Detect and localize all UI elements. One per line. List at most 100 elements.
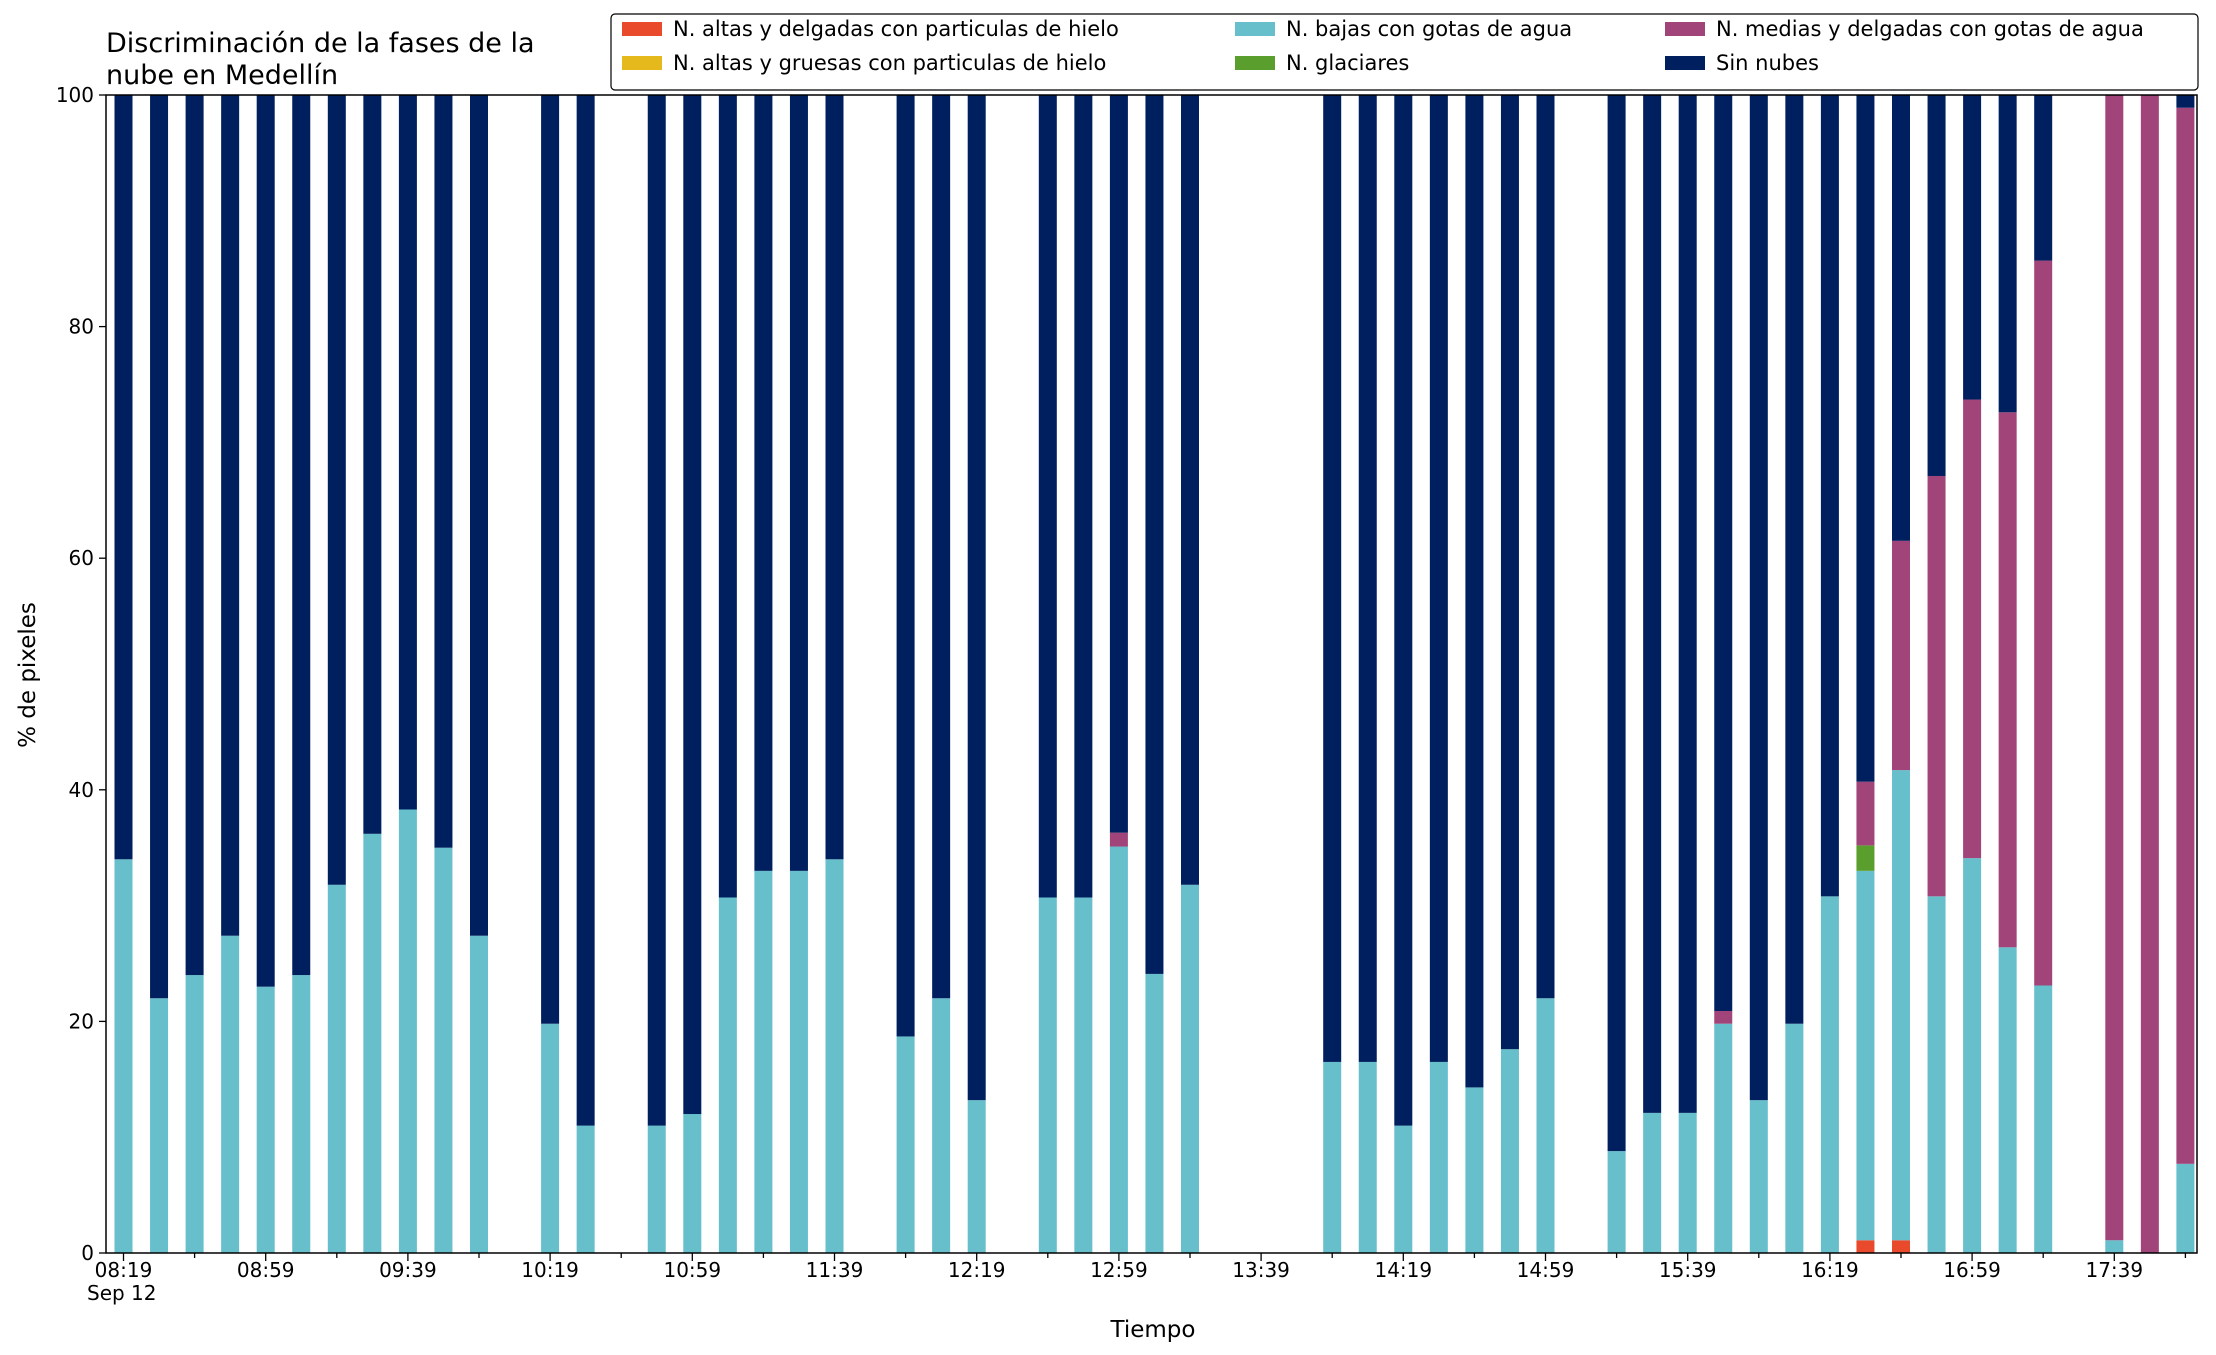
- bar-segment-41-0: [1856, 1240, 1875, 1253]
- bar-segment-35-5: [1643, 95, 1662, 1113]
- bar-segment-19-2: [896, 1036, 915, 1253]
- bar-segment-21-5: [967, 95, 986, 1101]
- bar-segment-24-2: [1109, 846, 1128, 1253]
- legend-label: N. glaciares: [1286, 51, 1409, 75]
- legend-swatch: [1665, 56, 1705, 70]
- bar-segment-30-5: [1429, 95, 1448, 1062]
- bar-segment-19-5: [896, 95, 915, 1037]
- legend-swatch: [1665, 22, 1705, 36]
- bar-segment-29-2: [1394, 1125, 1413, 1253]
- bar-segment-37-4: [1714, 1010, 1733, 1024]
- bar-segment-23-2: [1074, 897, 1093, 1253]
- bar-segment-46-4: [2034, 260, 2053, 986]
- bar-segment-8-2: [398, 809, 417, 1253]
- bar-segment-30-2: [1429, 1061, 1448, 1253]
- bar-segment-10-2: [470, 935, 488, 1253]
- bar-segment-25-2: [1145, 973, 1164, 1253]
- bar-segment-45-5: [1998, 95, 2017, 413]
- bar-segment-39-5: [1785, 95, 1804, 1024]
- bar-segment-46-2: [2034, 985, 2053, 1253]
- bar-segment-42-0: [1892, 1240, 1910, 1253]
- bar-segment-45-2: [1998, 947, 2017, 1253]
- bar-segment-48-4: [2140, 95, 2159, 1253]
- x-tick-label: 16:59: [1943, 1258, 2001, 1282]
- bar-segment-47-4: [2105, 95, 2124, 1241]
- bar-segment-38-2: [1749, 1100, 1768, 1253]
- bar-segment-31-2: [1465, 1087, 1484, 1253]
- bar-segment-5-2: [292, 975, 311, 1253]
- bar-segment-39-2: [1785, 1023, 1804, 1253]
- bar-segment-9-5: [434, 95, 453, 848]
- chart-title-line-2: nube en Medellín: [106, 60, 338, 91]
- bar-segment-28-2: [1358, 1061, 1377, 1253]
- bar-segment-21-2: [967, 1100, 986, 1253]
- bar-segment-44-2: [1963, 858, 1982, 1253]
- x-tick-label: 08:59: [237, 1258, 295, 1282]
- bar-segment-17-5: [789, 95, 808, 871]
- bar-segment-0-2: [114, 859, 133, 1253]
- plot-frame: [105, 94, 2198, 1254]
- legend-label: Sin nubes: [1716, 51, 1819, 75]
- bar-segment-28-5: [1358, 95, 1377, 1062]
- x-tick-label: 09:39: [379, 1258, 437, 1282]
- bar-segment-42-5: [1892, 95, 1910, 541]
- bar-segment-32-2: [1500, 1049, 1519, 1253]
- bar-segment-5-5: [292, 95, 311, 976]
- legend-swatch: [1235, 56, 1275, 70]
- bar-segment-41-3: [1856, 845, 1875, 871]
- bar-segment-37-5: [1714, 95, 1733, 1011]
- bar-segment-11-5: [541, 95, 560, 1024]
- bar-segment-46-5: [2034, 95, 2053, 261]
- bar-segment-41-4: [1856, 781, 1875, 846]
- bar-segment-24-4: [1109, 832, 1128, 847]
- x-axis-date-label: Sep 12: [87, 1281, 157, 1305]
- bar-segment-22-5: [1038, 95, 1057, 898]
- y-axis-ticks: 0 20 40 60 80 100: [56, 83, 106, 1265]
- bar-segment-41-2: [1856, 870, 1875, 1241]
- bar-segment-43-5: [1927, 95, 1946, 476]
- bar-segment-18-2: [825, 859, 844, 1253]
- bar-segment-44-4: [1963, 399, 1982, 859]
- legend-swatch: [1235, 22, 1275, 36]
- bar-segment-20-2: [932, 998, 951, 1253]
- x-tick-label: 13:39: [1232, 1258, 1290, 1282]
- bar-segment-37-2: [1714, 1023, 1733, 1253]
- legend-swatch: [622, 56, 662, 70]
- bar-segment-16-2: [754, 870, 773, 1253]
- bar-segment-12-5: [576, 95, 595, 1126]
- bar-segment-27-5: [1323, 95, 1342, 1062]
- bar-segment-23-5: [1074, 95, 1093, 898]
- bar-segment-6-2: [327, 884, 346, 1253]
- x-tick-label: 11:39: [806, 1258, 864, 1282]
- bar-segment-35-2: [1643, 1112, 1662, 1253]
- bar-segment-14-5: [683, 95, 702, 1115]
- x-tick-label: 12:59: [1090, 1258, 1148, 1282]
- bar-segment-9-2: [434, 847, 453, 1253]
- x-tick-label: 14:19: [1374, 1258, 1432, 1282]
- legend-label: N. medias y delgadas con gotas de agua: [1716, 17, 2144, 41]
- bar-segment-33-2: [1536, 998, 1555, 1253]
- chart-title-line-1: Discriminación de la fases de la: [106, 28, 535, 59]
- chart-title: Discriminación de la fases de la nube en…: [106, 28, 535, 91]
- bar-segment-17-2: [789, 870, 808, 1253]
- bar-segment-1-5: [150, 95, 169, 999]
- bar-segment-40-5: [1820, 95, 1839, 897]
- y-tick-label: 20: [69, 1009, 94, 1033]
- bar-segment-43-2: [1927, 896, 1946, 1253]
- bar-segment-49-5: [2176, 95, 2195, 108]
- bar-segment-40-2: [1820, 896, 1839, 1253]
- bar-segment-16-5: [754, 95, 773, 871]
- bar-segment-33-5: [1536, 95, 1555, 999]
- bar-segment-3-5: [221, 95, 240, 936]
- axes: [105, 94, 2198, 1254]
- bar-segment-32-5: [1500, 95, 1519, 1050]
- bar-segment-12-2: [576, 1125, 595, 1253]
- x-axis-label: Tiempo: [1110, 1317, 1196, 1343]
- bar-segment-24-5: [1109, 95, 1128, 833]
- bar-segment-27-2: [1323, 1061, 1342, 1253]
- bar-segment-29-5: [1394, 95, 1413, 1126]
- bar-segment-0-5: [114, 95, 133, 860]
- bar-segment-20-5: [932, 95, 951, 999]
- bar-segment-2-2: [185, 975, 204, 1253]
- x-tick-label: 17:39: [2085, 1258, 2143, 1282]
